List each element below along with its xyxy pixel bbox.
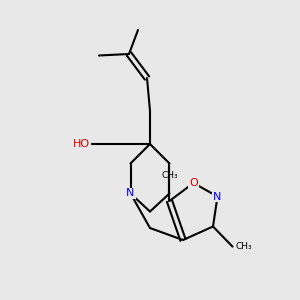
Text: HO: HO: [73, 139, 90, 149]
Text: N: N: [213, 191, 222, 202]
Text: N: N: [126, 188, 135, 199]
Text: CH₃: CH₃: [236, 242, 252, 251]
Text: CH₃: CH₃: [161, 171, 178, 180]
Text: O: O: [189, 178, 198, 188]
